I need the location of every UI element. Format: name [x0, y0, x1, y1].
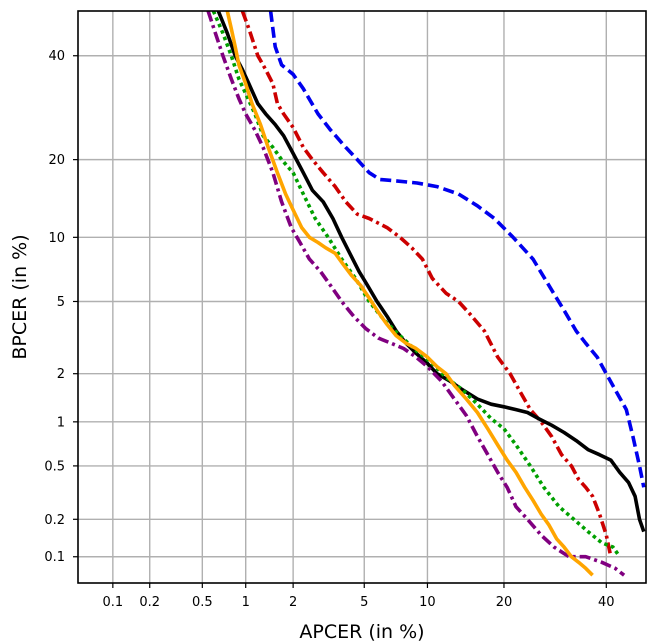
y-tick-label-2: 2	[57, 367, 65, 382]
grid	[78, 11, 646, 583]
y-tick-label-10: 10	[48, 231, 65, 246]
y-tick-label-40: 40	[48, 49, 65, 64]
y-tick-label-20: 20	[48, 153, 65, 168]
series-line-6	[225, 11, 594, 577]
y-axis-label: BPCER (in %)	[9, 234, 31, 359]
plot-frame	[77, 10, 647, 584]
x-tick-label-20: 20	[496, 595, 513, 610]
series-line-2	[240, 11, 613, 558]
x-tick-label-2: 2	[289, 595, 297, 610]
y-tick-label-1: 1	[57, 415, 65, 430]
series-line-5	[206, 11, 626, 577]
x-tick-label-0-1: 0.1	[102, 595, 123, 610]
x-tick-label-40: 40	[598, 595, 615, 610]
x-tick-label-0-2: 0.2	[139, 595, 160, 610]
series-line-3	[216, 11, 646, 533]
x-tick-label-10: 10	[419, 595, 436, 610]
x-tick-label-5: 5	[360, 595, 368, 610]
y-tick-label-0-5: 0.5	[44, 459, 65, 474]
x-tick-label-1: 1	[242, 595, 250, 610]
x-axis-label: APCER (in %)	[299, 621, 424, 643]
series-line-1	[268, 11, 646, 488]
y-tick-label-5: 5	[57, 295, 65, 310]
y-tick-label-0-2: 0.2	[44, 513, 65, 528]
y-tick-label-0-1: 0.1	[44, 550, 65, 565]
series-group	[206, 11, 646, 577]
x-tick-label-0-5: 0.5	[192, 595, 213, 610]
ticks: 0.1 0.2 0.5 1 2 5 10 20 40 0.1 0.2 0.5 1 2 5 10 20 40	[44, 49, 614, 610]
